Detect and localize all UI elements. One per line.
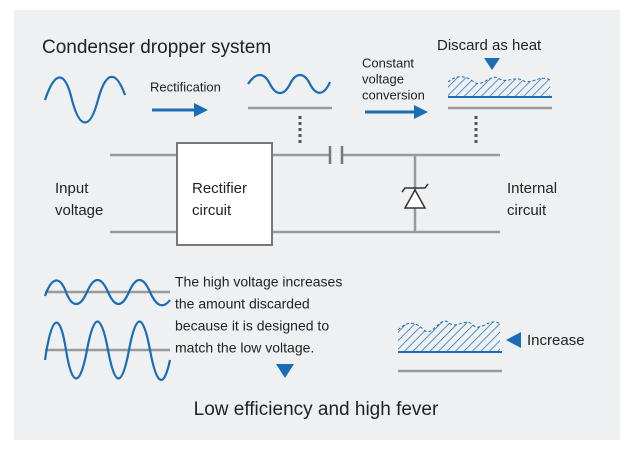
increased-discard-area	[398, 320, 500, 352]
conversion-label: conversion	[362, 87, 425, 102]
rectified-wave	[247, 73, 332, 95]
note-line: because it is designed to	[175, 318, 329, 334]
arrowhead	[414, 105, 428, 119]
input-label: voltage	[55, 202, 103, 219]
down-marker	[484, 58, 500, 70]
high-voltage-wave	[43, 320, 172, 381]
conclusion: Low efficiency and high fever	[194, 399, 439, 420]
input-label: Input	[55, 180, 89, 197]
note-line: The high voltage increases	[175, 274, 342, 290]
internal-label: circuit	[507, 202, 547, 219]
rectification-label: Rectification	[150, 79, 221, 94]
rectifier-box	[176, 142, 273, 246]
rectifier-label: Rectifier	[192, 180, 247, 197]
zener-diode	[403, 188, 427, 209]
conversion-label: voltage	[362, 71, 404, 86]
note-line: match the low voltage.	[175, 340, 314, 356]
rectifier-label: circuit	[192, 202, 232, 219]
conversion-label: Constant	[362, 55, 414, 70]
arrowhead	[194, 103, 208, 117]
left-marker	[506, 332, 521, 348]
panel	[14, 10, 620, 440]
low-voltage-wave	[43, 278, 171, 307]
input-wave	[43, 75, 127, 124]
internal-label: Internal	[507, 180, 557, 197]
down-marker	[276, 364, 294, 378]
discard-edge	[397, 320, 501, 333]
increase-label: Increase	[527, 332, 585, 349]
note-line: the amount discarded	[175, 296, 310, 312]
title: Condenser dropper system	[42, 37, 271, 58]
discard-edge	[447, 76, 551, 84]
discard-label: Discard as heat	[437, 37, 542, 54]
zener-bar	[401, 183, 429, 193]
